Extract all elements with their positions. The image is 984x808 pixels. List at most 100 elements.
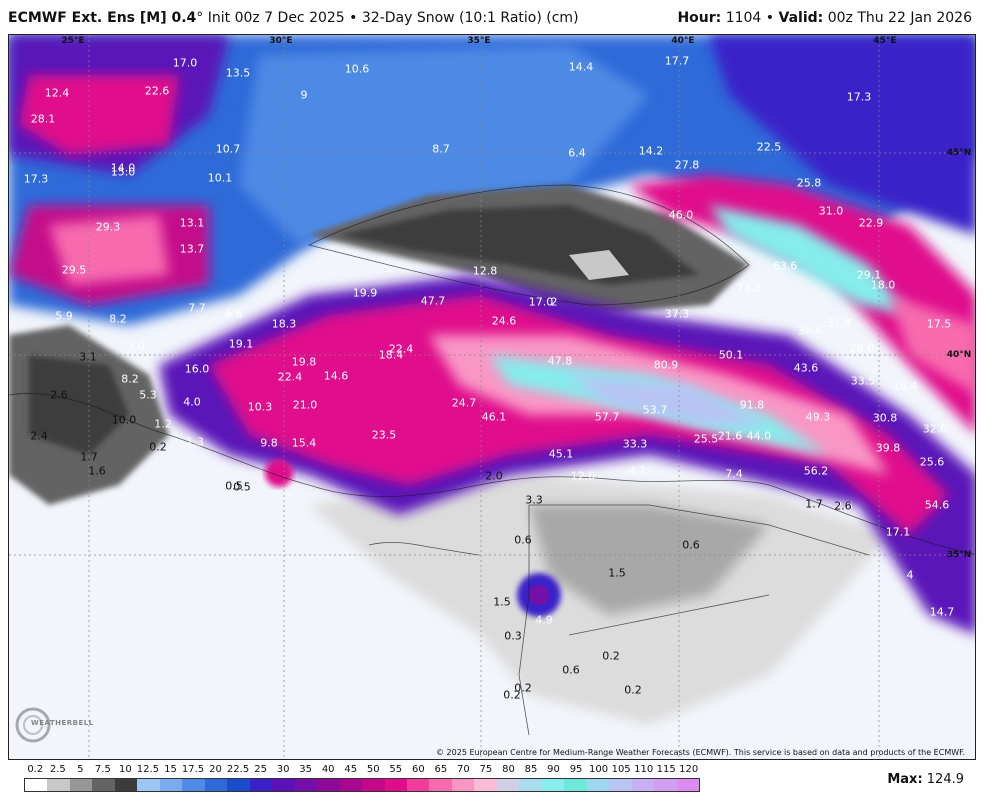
- snow-value-label: 22.5: [756, 140, 782, 154]
- colorbar-swatch: [272, 779, 295, 791]
- colorbar-swatch: [406, 779, 430, 791]
- snow-value-label: 7.4: [725, 467, 743, 481]
- colorbar-tick-label: 50: [366, 764, 380, 775]
- snow-value-label: 4.9: [535, 613, 553, 627]
- snow-value-label: 28.1: [30, 112, 56, 126]
- snow-low-value-label: 3.1: [79, 350, 97, 364]
- colorbar-tick-label: 95: [569, 764, 583, 775]
- snow-value-label: 24.6: [491, 314, 517, 328]
- snow-value-label: 8.2: [121, 372, 139, 386]
- colorbar-swatch: [631, 779, 655, 791]
- colorbar-tick-label: 35: [299, 764, 313, 775]
- snow-value-label: 17.5: [926, 317, 952, 331]
- snow-value-label: 12.0: [570, 469, 596, 483]
- colorbar-swatch: [496, 779, 520, 791]
- snow-value-label: 7.7: [188, 301, 206, 315]
- snow-low-value-label: 0.2: [624, 683, 642, 697]
- colorbar-swatch: [541, 779, 565, 791]
- colorbar-tick-label: 115: [656, 764, 676, 775]
- snow-value-label: 2.6: [835, 499, 853, 513]
- snow-value-label: 18.3: [271, 317, 297, 331]
- snow-value-label: 43.6: [793, 361, 819, 375]
- colorbar-swatch: [429, 779, 452, 791]
- snow-value-label: 15.4: [291, 436, 317, 450]
- max-value: Max: 124.9: [887, 772, 964, 787]
- snow-value-label: 30.8: [872, 411, 898, 425]
- valid-value: 00z Thu 22 Jan 2026: [823, 10, 972, 26]
- snow-low-value-label: 1.7: [80, 450, 98, 464]
- colorbar-tick-label: 5: [77, 764, 84, 775]
- snow-value-label: 19.9: [352, 286, 378, 300]
- colorbar-tick-label: 65: [434, 764, 448, 775]
- colorbar-swatch: [586, 779, 610, 791]
- snow-value-label: 4: [906, 568, 914, 582]
- colorbar-swatch: [182, 779, 205, 791]
- colorbar-tick-label: 17.5: [181, 764, 205, 775]
- snow-low-value-label: 3.3: [525, 493, 543, 507]
- colorbar-tick-label: 90: [547, 764, 560, 775]
- snow-low-value-label: 0.6: [562, 663, 580, 677]
- colorbar-swatch: [362, 779, 385, 791]
- coordinate-label: 35°E: [467, 36, 491, 46]
- colorbar-tick-label: 110: [634, 764, 654, 775]
- init-time: Init 00z 7 Dec 2025: [203, 10, 345, 26]
- snow-low-value-label: 2.4: [30, 429, 48, 443]
- snow-low-value-label: 1.7: [805, 497, 823, 511]
- colorbar-tick-label: 0.2: [27, 764, 44, 775]
- colorbar-swatch: [654, 779, 677, 791]
- snow-value-label: 22.4: [388, 342, 414, 356]
- snow-value-label: 23.5: [371, 428, 397, 442]
- snow-value-label: 17.0: [528, 295, 554, 309]
- snow-value-label: 44.0: [746, 429, 772, 443]
- map-fills: [9, 35, 975, 759]
- snow-low-value-label: 0.5: [225, 479, 243, 493]
- snow-value-label: 24.7: [451, 396, 477, 410]
- snow-value-label: 10.3: [247, 400, 273, 414]
- weatherbell-logo: WEATHERBELL: [13, 703, 93, 747]
- snow-value-label: 47.7: [420, 294, 446, 308]
- colorbar-swatch: [25, 779, 48, 791]
- snow-value-label: 21.0: [292, 398, 318, 412]
- snow-value-label: 47.8: [547, 354, 573, 368]
- snow-value-label: 37.3: [664, 307, 690, 321]
- colorbar-swatch: [47, 779, 70, 791]
- snow-value-label: 18.4: [892, 379, 918, 393]
- snow-value-label: 17.3: [23, 172, 49, 186]
- snow-low-value-label: 0.2: [514, 681, 532, 695]
- colorbar-swatch: [204, 779, 228, 791]
- coordinate-label: 40°E: [671, 36, 695, 46]
- hour-value: 1104: [721, 10, 762, 26]
- snow-low-value-label: 2.6: [834, 499, 852, 513]
- snow-value-label: 25.6: [919, 455, 945, 469]
- colorbar-swatch: [137, 779, 160, 791]
- colorbar-swatch: [339, 779, 363, 791]
- snow-value-label: 53.7: [642, 403, 668, 417]
- degree-symbol: °: [196, 10, 204, 26]
- snow-low-value-label: 2.0: [485, 469, 503, 483]
- snow-value-label: 33.3: [622, 437, 648, 451]
- snow-value-label: 10.7: [215, 142, 241, 156]
- snow-value-label: 13.1: [179, 216, 205, 230]
- coordinate-label: 45°N: [946, 148, 972, 158]
- snow-low-value-label: 0.2: [602, 649, 620, 663]
- colorbar-swatch: [474, 779, 497, 791]
- colorbar-swatch: [227, 779, 250, 791]
- coordinate-label: 45°E: [873, 36, 897, 46]
- snow-value-label: 5.9: [55, 309, 73, 323]
- snow-value-label: 36.6: [797, 324, 823, 338]
- colorbar-tick-label: 2.5: [49, 764, 66, 775]
- snow-low-value-label: 0.2: [503, 688, 521, 702]
- colorbar-swatch: [249, 779, 273, 791]
- colorbar-tick-label: 20: [209, 764, 222, 775]
- snow-value-label: 17.1: [885, 525, 911, 539]
- snow-value-label: 13.7: [179, 242, 205, 256]
- snow-value-label: 21.6: [717, 429, 743, 443]
- colorbar-swatch: [317, 779, 340, 791]
- separator: •: [344, 10, 362, 26]
- colorbar-tick-label: 120: [679, 764, 699, 775]
- snow-value-label: 73.8: [736, 281, 762, 295]
- snowfall-map[interactable]: 12.4 28.1 17.0 13.5 22.6 10.6 14.4 17.7 17.3 9 8.7…: [8, 34, 976, 760]
- snow-value-label: 56.2: [803, 464, 829, 478]
- colorbar-tick-label: 70: [457, 764, 470, 775]
- snow-value-label: 8.7: [432, 142, 450, 156]
